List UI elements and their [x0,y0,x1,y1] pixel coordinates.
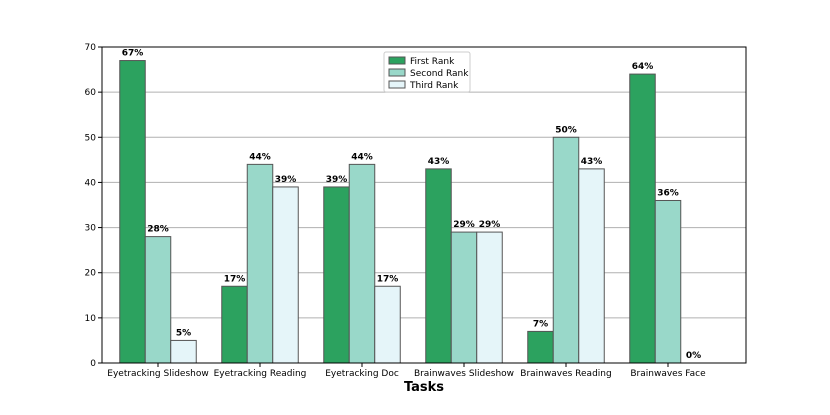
bar-value-label: 5% [176,328,191,338]
data-labels: 67% 28% 5% 17% 44% 39% 39% 44% 17% 43% 29% 29% 7% 50%… [122,49,701,361]
bar [654,199,682,364]
bar-value-label: 44% [351,152,373,162]
legend: First Rank Second Rank Third Rank [383,51,471,93]
x-tick-label: Brainwaves Face [630,369,706,379]
x-axis-title: Tasks [404,380,444,395]
bar [374,285,401,364]
bar-value-label: 28% [147,225,169,235]
y-tick-label: 50 [85,133,97,143]
bar-value-label: 39% [326,175,348,185]
bar [323,186,350,364]
legend-label: Third Rank [409,81,459,91]
bar [348,163,376,364]
bar-value-label: 44% [249,152,271,162]
y-tick-label: 10 [85,314,97,324]
y-tick-label: 20 [85,269,97,279]
x-tick-label: Brainwaves Reading [520,369,611,379]
x-tick-label: Eyetracking Doc [325,369,399,379]
bar [450,231,478,364]
bar [425,168,452,364]
bar-value-label: 17% [224,274,246,284]
bar-value-label: 64% [632,62,654,72]
bar-value-label: 67% [122,49,144,59]
plot-frame [101,46,747,364]
bar [221,285,248,364]
bar [552,136,580,364]
y-tick-label: 30 [85,224,97,234]
bar [144,236,172,364]
y-tick-label: 70 [85,43,97,53]
gridlines [102,46,746,364]
legend-swatch [388,80,406,89]
x-axis-ticks: Eyetracking Slideshow Eyetracking Reading… [107,363,706,379]
bar-value-label: 43% [428,157,450,167]
x-tick-label: Eyetracking Reading [214,369,307,379]
bar-value-label: 39% [275,175,297,185]
bar [476,231,503,364]
bar-value-label: 36% [657,188,679,198]
y-axis-ticks: 0 10 20 30 40 50 60 70 [85,43,102,369]
legend-swatch [388,56,406,65]
bar [629,73,656,364]
legend-swatch [388,68,406,77]
y-tick-label: 0 [90,359,96,369]
bar-value-label: 29% [479,220,501,230]
bar [527,330,554,364]
x-tick-label: Eyetracking Slideshow [107,369,208,379]
legend-label: Second Rank [410,69,469,79]
bar-value-label: 50% [555,125,577,135]
bar [578,168,605,364]
legend-label: First Rank [410,57,455,67]
x-tick-label: Brainwaves Slideshow [414,369,514,379]
bar [246,163,274,364]
bar-value-label: 29% [453,220,475,230]
bars [119,60,682,364]
y-tick-label: 60 [85,88,97,98]
bar-value-label: 17% [377,274,399,284]
y-tick-label: 40 [85,178,97,188]
bar-value-label: 43% [581,157,603,167]
bar-value-label: 7% [533,319,548,329]
bar [272,186,299,364]
bar [119,60,146,364]
bar [170,339,197,364]
bar-value-label: 0% [686,351,701,361]
